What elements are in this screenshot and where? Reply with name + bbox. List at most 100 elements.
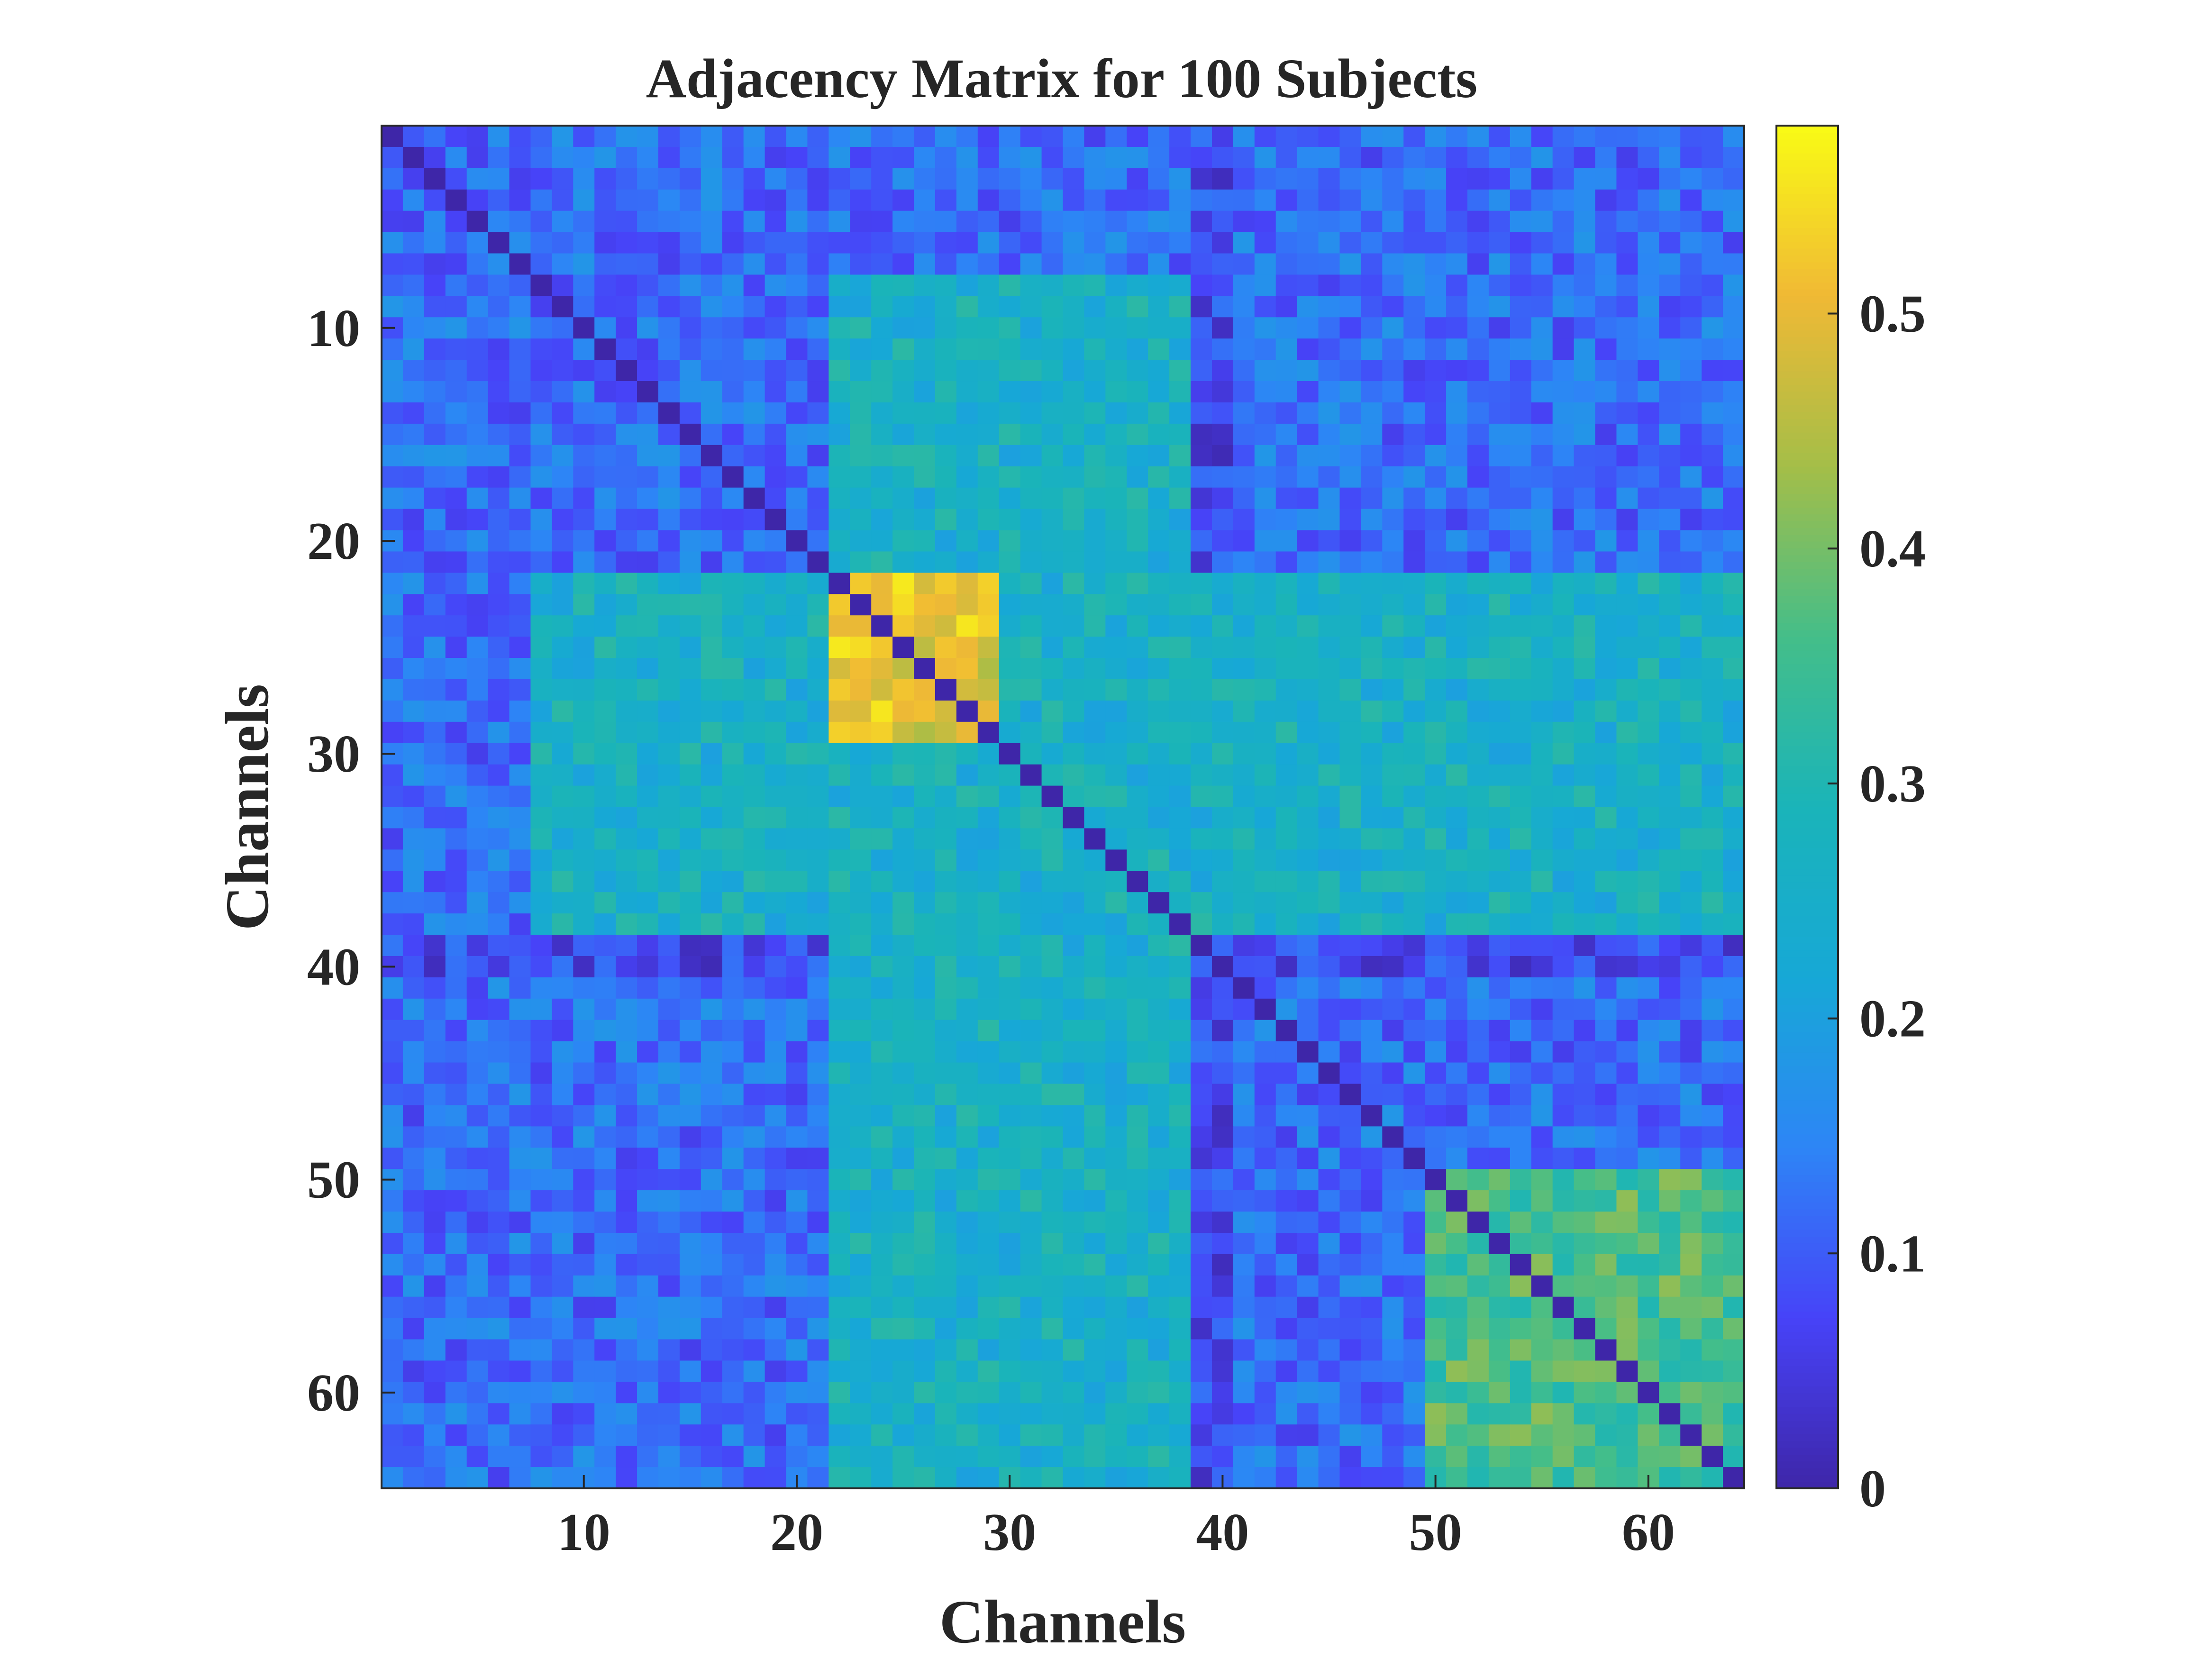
heatmap-cell	[977, 296, 1000, 318]
heatmap-cell	[445, 423, 467, 446]
heatmap-cell	[1488, 253, 1511, 275]
heatmap-cell	[977, 871, 1000, 893]
heatmap-cell	[1041, 1212, 1064, 1233]
heatmap-cell	[1552, 807, 1575, 829]
heatmap-cell	[1723, 658, 1745, 680]
heatmap-cell	[850, 317, 872, 339]
heatmap-cell	[616, 807, 637, 829]
heatmap-cell	[722, 637, 744, 658]
heatmap-cell	[1063, 296, 1085, 318]
heatmap-cell	[892, 189, 914, 211]
heatmap-cell	[722, 935, 744, 957]
heatmap-cell	[1191, 210, 1212, 233]
heatmap-cell	[1723, 509, 1745, 531]
heatmap-cell	[743, 935, 765, 957]
heatmap-cell	[1318, 913, 1340, 935]
colorbar-segment	[1776, 637, 1838, 644]
heatmap-cell	[765, 530, 787, 552]
heatmap-cell	[1510, 935, 1532, 957]
heatmap-cell	[1148, 1446, 1170, 1468]
heatmap-cell	[658, 168, 680, 190]
heatmap-cell	[1148, 1062, 1170, 1085]
heatmap-cell	[1361, 423, 1383, 446]
heatmap-cell	[1148, 828, 1170, 850]
heatmap-cell	[743, 977, 765, 999]
heatmap-cell	[1680, 1190, 1702, 1212]
colorbar-segment	[1776, 1386, 1838, 1394]
heatmap-cell	[1318, 1339, 1340, 1361]
heatmap-cell	[552, 1403, 573, 1425]
heatmap-cell	[1105, 551, 1127, 573]
heatmap-cell	[466, 1424, 489, 1446]
heatmap-cell	[914, 530, 936, 552]
heatmap-cell	[1510, 232, 1532, 254]
heatmap-cell	[594, 828, 616, 850]
heatmap-cell	[402, 509, 425, 531]
heatmap-cell	[786, 637, 808, 658]
heatmap-cell	[552, 1254, 573, 1276]
heatmap-cell	[1531, 1232, 1553, 1255]
heatmap-cell	[509, 1275, 531, 1297]
heatmap-cell	[743, 1254, 765, 1276]
heatmap-cell	[892, 1360, 914, 1382]
heatmap-cell	[1254, 679, 1276, 701]
heatmap-cell	[1020, 360, 1042, 382]
heatmap-cell	[530, 743, 552, 765]
heatmap-cell	[1127, 296, 1148, 318]
heatmap-cell	[701, 402, 723, 424]
heatmap-cell	[977, 1254, 1000, 1276]
heatmap-cell	[999, 785, 1021, 808]
heatmap-cell	[573, 1296, 595, 1319]
heatmap-cell	[871, 1382, 893, 1404]
heatmap-cell	[466, 935, 489, 957]
colorbar-segment	[1776, 834, 1838, 842]
colorbar-segment	[1776, 1277, 1838, 1285]
colorbar-segment	[1776, 650, 1838, 658]
heatmap-cell	[1467, 1190, 1489, 1212]
heatmap-cell	[1020, 317, 1042, 339]
heatmap-cell	[530, 1212, 552, 1233]
colorbar-segment	[1776, 1400, 1838, 1407]
heatmap-cell	[1318, 849, 1340, 871]
heatmap-cell	[1552, 1424, 1575, 1446]
colorbar-segment	[1776, 1358, 1838, 1367]
colorbar-segment	[1776, 398, 1838, 406]
heatmap-cell	[594, 530, 616, 552]
heatmap-cell	[530, 530, 552, 552]
heatmap-cell	[828, 126, 850, 147]
heatmap-cell	[445, 615, 467, 637]
heatmap-cell	[637, 1062, 659, 1085]
heatmap-cell	[1680, 935, 1702, 957]
heatmap-cell	[1723, 487, 1745, 510]
heatmap-cell	[1233, 573, 1255, 594]
heatmap-cell	[1531, 126, 1553, 147]
heatmap-cell	[1127, 637, 1148, 658]
heatmap-cell	[1403, 594, 1425, 616]
heatmap-cell	[743, 146, 765, 169]
heatmap-cell	[1105, 700, 1127, 722]
heatmap-cell	[1127, 956, 1148, 978]
heatmap-cell	[914, 679, 936, 701]
heatmap-cell	[1233, 977, 1255, 999]
heatmap-cell	[1191, 423, 1212, 446]
heatmap-cell	[466, 402, 489, 424]
heatmap-cell	[594, 700, 616, 722]
heatmap-cell	[509, 466, 531, 488]
heatmap-cell	[977, 1360, 1000, 1382]
heatmap-cell	[935, 509, 957, 531]
heatmap-cell	[956, 168, 978, 190]
heatmap-cell	[1446, 381, 1468, 403]
heatmap-cell	[1233, 1467, 1255, 1489]
heatmap-cell	[382, 594, 403, 616]
heatmap-cell	[1318, 679, 1340, 701]
heatmap-cell	[1233, 1296, 1255, 1319]
heatmap-cell	[1403, 892, 1425, 914]
heatmap-cell	[679, 381, 701, 403]
heatmap-cell	[1638, 253, 1659, 275]
heatmap-cell	[1297, 1403, 1319, 1425]
heatmap-cell	[1488, 530, 1511, 552]
heatmap-cell	[1659, 1084, 1681, 1105]
heatmap-cell	[466, 189, 489, 211]
colorbar-segment	[1776, 411, 1838, 419]
heatmap-cell	[1403, 998, 1425, 1021]
